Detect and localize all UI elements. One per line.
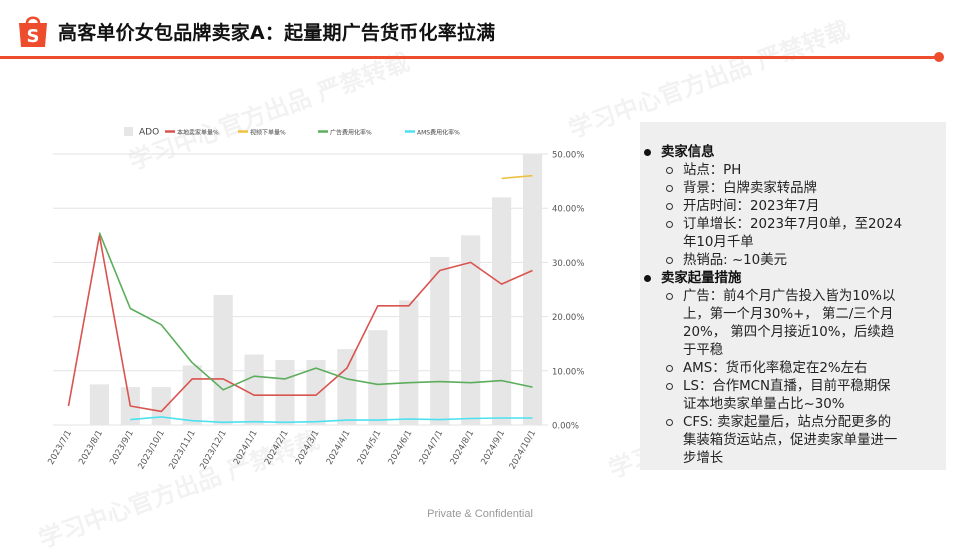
x-tick-label: 2024/8/1 <box>449 429 477 467</box>
legend-item: 视频下单量% <box>238 129 286 137</box>
x-tick-label: 2024/2/1 <box>263 429 291 467</box>
section-item-line: 订单增长：2023年7月0单，至2024 <box>683 217 903 232</box>
title-underline-dot <box>934 52 944 62</box>
legend-label: 本地卖家单量% <box>177 129 219 137</box>
series-line <box>501 174 533 180</box>
x-tick-label: 2024/4/1 <box>325 429 353 467</box>
section-item-line: AMS：货币化率稳定在2%左右 <box>683 361 868 376</box>
bar-ado <box>182 365 202 425</box>
section-item-line: 于平稳 <box>683 343 724 358</box>
section-item-line: CFS: 卖家起量后，站点分配更多的 <box>683 415 892 430</box>
x-tick-label: 2023/9/1 <box>108 429 136 467</box>
series-line <box>130 416 533 424</box>
section-item-line: 广告：前4个月广告投入皆为10%以 <box>683 289 896 304</box>
legend-item: 本地卖家单量% <box>165 129 219 137</box>
section-item-line: 开店时间：2023年7月 <box>683 199 820 214</box>
seller-info-panel: 卖家信息 站点：PH 背景：白牌卖家转品牌 开店时间：2023年7月订单增长：2023… <box>640 122 946 470</box>
bar-ado <box>337 349 357 425</box>
section-item-line: 集装箱货运站点，促进卖家单量进一 <box>683 433 898 448</box>
legend-label: ADO <box>139 128 159 138</box>
section-item-line: 热销品: ~10美元 <box>683 253 787 268</box>
legend-label: 广告费用化率% <box>330 129 372 137</box>
bar-ado <box>430 256 450 425</box>
bar-ado <box>244 354 264 425</box>
section-heading: 卖家起量措施 <box>640 270 946 288</box>
bar-ado <box>213 294 233 425</box>
section-item: 热销品: ~10美元 <box>640 252 946 270</box>
x-tick-label: 2024/10/1 <box>508 429 538 472</box>
seller-info-list: 卖家信息 站点：PH 背景：白牌卖家转品牌 开店时间：2023年7月订单增长：2023… <box>640 122 946 468</box>
series-line <box>67 234 533 413</box>
bar-ado <box>522 154 543 425</box>
x-tick-label: 2023/10/1 <box>136 429 166 472</box>
svg-text:S: S <box>27 26 40 47</box>
section-item: AMS：货币化率稳定在2%左右 <box>640 360 946 378</box>
x-tick-label: 2024/6/1 <box>387 429 415 467</box>
bar-ado <box>399 300 419 425</box>
section-heading: 卖家信息 <box>640 144 946 162</box>
performance-chart: 0.00% 10.00% 20.00% 30.00% 40.00% 50.00% 2023/… <box>46 127 584 472</box>
section-item: 背景：白牌卖家转品牌 <box>640 180 946 198</box>
y-tick-label: 50.00% <box>552 151 584 161</box>
shopee-bag-icon: S <box>19 16 47 47</box>
section-item: 广告：前4个月广告投入皆为10%以 上，第一个月30%+， 第二/三个月 20%， … <box>640 288 946 360</box>
y-tick-label: 10.00% <box>552 367 584 377</box>
section-item-line: 站点：PH <box>683 163 742 178</box>
section-item: 开店时间：2023年7月 <box>640 198 946 216</box>
legend-item: 广告费用化率% <box>318 129 372 137</box>
bar-ado <box>306 359 326 425</box>
legend-label: 视频下单量% <box>250 129 286 137</box>
section-item-line: 证本地卖家单量占比~30% <box>683 397 845 412</box>
section-item: LS：合作MCN直播，目前平稳期保 证本地卖家单量占比~30% <box>640 378 946 414</box>
section-item-line: 年10月千单 <box>683 235 754 250</box>
legend-item: ADO <box>124 127 159 138</box>
y-tick-label: 20.00% <box>552 313 584 323</box>
legend-swatch <box>124 127 133 136</box>
x-tick-label: 2024/9/1 <box>479 429 507 467</box>
x-tick-label: 2024/3/1 <box>294 429 322 467</box>
slide-title: 高客单价女包品牌卖家A：起量期广告货币化率拉满 <box>58 22 496 44</box>
x-tick-label: 2024/7/1 <box>418 429 446 467</box>
bar-ado <box>89 384 109 425</box>
bar-ado <box>492 197 512 425</box>
section-item: 站点：PH <box>640 162 946 180</box>
bar-ado <box>461 235 481 425</box>
x-tick-label: 2023/7/1 <box>46 429 74 467</box>
y-tick-label: 0.00% <box>552 422 579 432</box>
x-tick-label: 2023/8/1 <box>77 429 105 467</box>
bar-ado <box>275 359 295 425</box>
bar-ado <box>151 387 171 425</box>
section-item-line: 20%， 第四个月接近10%，后续趋 <box>683 325 895 340</box>
title-underline <box>0 56 938 59</box>
bar-ado <box>368 330 388 425</box>
section-item: CFS: 卖家起量后，站点分配更多的 集装箱货运站点，促进卖家单量进一 步增长 <box>640 414 946 468</box>
y-tick-label: 30.00% <box>552 259 584 269</box>
y-tick-label: 40.00% <box>552 205 584 215</box>
footer-confidential: Private & Confidential <box>427 508 533 520</box>
section-item-line: 上，第一个月30%+， 第二/三个月 <box>683 307 894 322</box>
section-item-line: 背景：白牌卖家转品牌 <box>683 181 817 196</box>
legend-item: AMS费用化率% <box>405 129 460 137</box>
legend-label: AMS费用化率% <box>417 129 460 137</box>
section-item-line: LS：合作MCN直播，目前平稳期保 <box>683 379 891 394</box>
series-line <box>98 232 533 391</box>
x-tick-label: 2024/5/1 <box>356 429 384 467</box>
x-tick-label: 2024/1/1 <box>232 429 260 467</box>
x-tick-label: 2023/12/1 <box>198 429 228 472</box>
section-item: 订单增长：2023年7月0单，至2024 年10月千单 <box>640 216 946 252</box>
section-item-line: 步增长 <box>683 451 724 466</box>
x-tick-label: 2023/11/1 <box>167 429 197 472</box>
